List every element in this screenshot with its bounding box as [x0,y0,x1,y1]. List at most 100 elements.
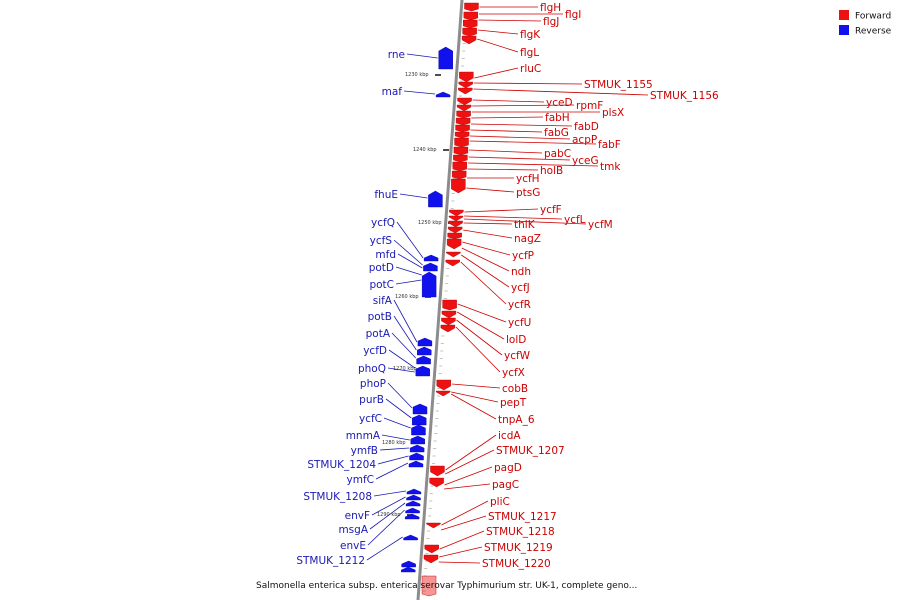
reverse-gene-label[interactable]: sifA [373,295,393,307]
reverse-gene-label[interactable]: ymfB [351,445,378,457]
reverse-gene-label[interactable]: ycfD [363,345,387,357]
reverse-gene-label[interactable]: potC [369,279,394,291]
reverse-gene-label[interactable]: potD [369,262,394,274]
reverse-gene-label[interactable]: envF [345,510,370,522]
reverse-gene-label[interactable]: potA [366,328,391,340]
forward-gene-label[interactable]: ycfJ [511,282,530,294]
reverse-gene-label[interactable]: ycfQ [371,217,395,229]
forward-gene-label[interactable]: STMUK_1155 [584,79,653,91]
kbp-marker-label: 1280 kbp [382,440,406,446]
forward-gene-label[interactable]: acpP [572,134,597,146]
forward-gene-label[interactable]: fabD [574,121,599,133]
forward-gene-label[interactable]: nagZ [514,233,541,245]
forward-gene-label[interactable]: flgI [565,9,581,21]
forward-gene-label[interactable]: plsX [602,107,624,119]
forward-gene-label[interactable]: fabF [598,139,621,151]
forward-gene-label[interactable]: yceD [546,97,573,109]
reverse-label-leader [373,490,407,497]
forward-label-leader [456,319,503,356]
forward-gene-feature [441,317,456,326]
reverse-gene-label[interactable]: STMUK_1204 [307,459,376,471]
forward-gene-label[interactable]: STMUK_1217 [488,511,557,523]
forward-gene-feature [448,215,464,222]
forward-gene-label[interactable]: ptsG [516,187,540,199]
reverse-label-leader [403,90,436,95]
reverse-gene-label[interactable]: ycfC [359,413,382,425]
forward-gene-label[interactable]: ycfL [564,214,586,226]
forward-gene-label[interactable]: STMUK_1156 [650,90,719,102]
forward-gene-label[interactable]: ycfW [504,350,531,362]
forward-gene-feature [463,19,478,29]
reverse-gene-label[interactable]: STMUK_1208 [303,491,372,503]
reverse-gene-label[interactable]: STMUK_1212 [296,555,365,567]
forward-gene-label[interactable]: icdA [498,430,521,442]
forward-gene-feature [446,238,462,250]
forward-gene-label[interactable]: STMUK_1218 [486,526,555,538]
forward-gene-label[interactable]: yceG [572,155,599,167]
forward-gene-label[interactable]: pagD [494,462,522,474]
forward-gene-label[interactable]: STMUK_1219 [484,542,553,554]
forward-gene-feature [448,220,463,228]
forward-gene-label[interactable]: fabH [545,112,570,124]
reverse-gene-label[interactable]: fhuE [374,189,398,201]
forward-gene-label[interactable]: ycfP [512,250,534,262]
forward-gene-label[interactable]: STMUK_1207 [496,445,565,457]
reverse-gene-feature [406,488,422,495]
reverse-gene-label[interactable]: phoQ [358,363,386,375]
forward-gene-label[interactable]: STMUK_1220 [482,558,551,570]
reverse-label-leader [406,53,438,59]
reverse-gene-label[interactable]: msgA [338,524,368,536]
forward-gene-label[interactable]: ycfF [540,204,562,216]
kbp-marker-label: 1230 kbp [405,72,429,78]
forward-gene-label[interactable]: ycfM [588,219,613,231]
label-leader-lines [366,6,649,564]
reverse-gene-label[interactable]: envE [340,540,366,552]
forward-label-leader [472,99,545,103]
forward-gene-label[interactable]: pabC [544,148,571,160]
forward-gene-label[interactable]: rluC [520,63,541,75]
forward-label-leader [477,38,519,53]
reverse-label-leader [367,509,405,546]
forward-gene-label[interactable]: pliC [490,496,510,508]
forward-label-leader [450,393,497,420]
reverse-gene-label[interactable]: mnmA [346,430,381,442]
reverse-gene-label[interactable]: purB [359,394,384,406]
forward-gene-label[interactable]: flgJ [543,16,559,28]
forward-gene-label[interactable]: ycfR [508,299,531,311]
reverse-gene-feature [410,435,425,445]
forward-label-leader [444,466,493,486]
reverse-gene-label[interactable]: ymfC [347,474,374,486]
forward-gene-label[interactable]: flgH [540,2,561,14]
reverse-gene-label[interactable]: potB [368,311,392,323]
forward-gene-label[interactable]: ycfX [502,367,525,379]
reverse-gene-label[interactable]: ycfS [370,235,393,247]
forward-gene-label[interactable]: flgK [520,29,541,41]
forward-gene-label[interactable]: flgL [520,47,539,59]
forward-gene-label[interactable]: rpmF [576,100,603,112]
forward-gene-label[interactable]: pagC [492,479,519,491]
reverse-gene-label[interactable]: maf [382,86,403,98]
forward-gene-label[interactable]: ndh [511,266,531,278]
forward-gene-feature [458,81,473,89]
reverse-gene-feature [435,91,451,98]
legend-entry-label: Reverse [855,27,892,37]
reverse-gene-feature [403,534,418,541]
forward-gene-label[interactable]: ycfU [508,317,531,329]
forward-label-leader [473,82,583,85]
forward-gene-label[interactable]: fabG [544,127,569,139]
forward-gene-label[interactable]: lolD [506,334,526,346]
forward-gene-label[interactable]: pepT [500,397,527,409]
forward-gene-label[interactable]: tnpA_6 [498,414,535,426]
forward-gene-label[interactable]: holB [540,165,563,177]
forward-label-leader [461,247,510,272]
forward-gene-label[interactable]: ycfH [516,173,540,185]
forward-gene-label[interactable]: thiK [514,219,536,231]
reverse-gene-label[interactable]: phoP [360,378,386,390]
forward-gene-label[interactable]: cobB [502,383,528,395]
forward-label-leader [464,215,563,220]
forward-gene-feature [436,379,451,391]
reverse-gene-label[interactable]: rne [388,49,405,61]
forward-label-leader [438,561,481,564]
reverse-gene-label[interactable]: mfd [375,249,396,261]
forward-gene-label[interactable]: tmk [600,161,621,173]
